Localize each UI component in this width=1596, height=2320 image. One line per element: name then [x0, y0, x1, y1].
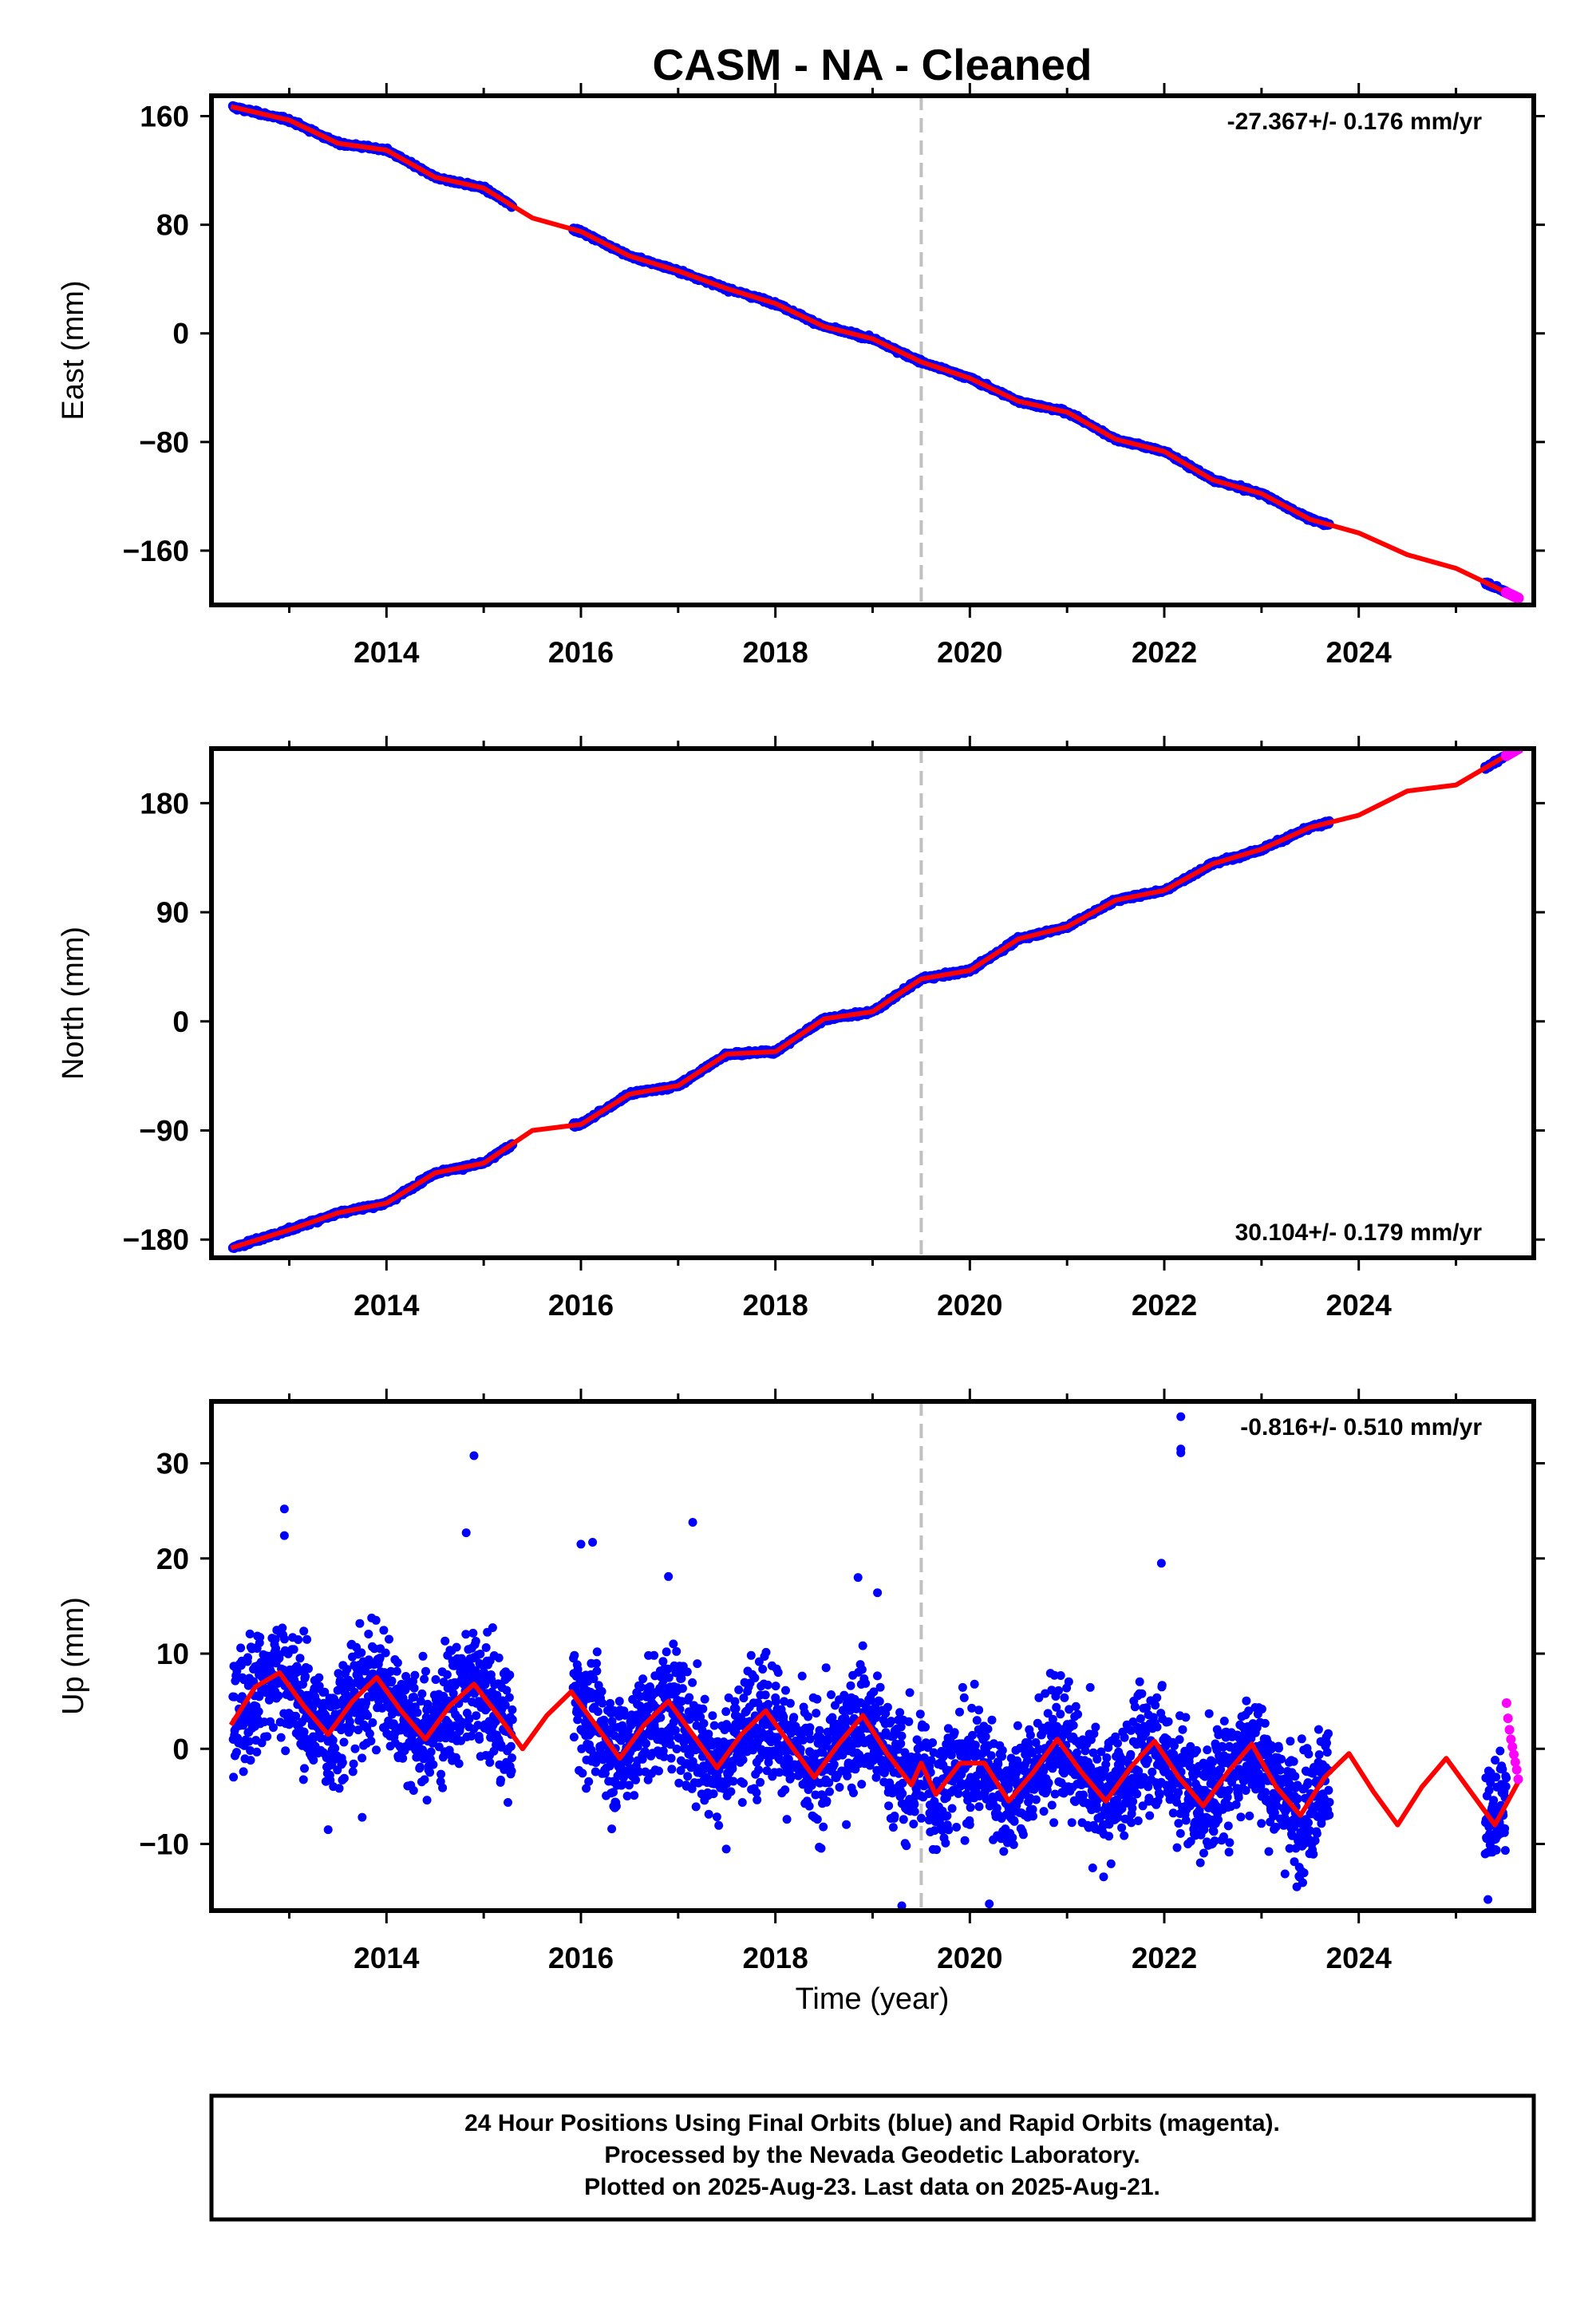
east-y-axis-label: East (mm): [57, 280, 90, 420]
up-final-points: [228, 1413, 1511, 1911]
north-y-axis-label: North (mm): [57, 927, 90, 1080]
up-plot-area: [228, 1401, 1523, 1911]
north-panel: 180 90 0 −90 −180 2014 2016 2018 2020 2022 2024 Nor…: [57, 736, 1545, 1322]
north-x-tick-label: 2014: [354, 1289, 420, 1322]
east-x-tick-label: 2022: [1132, 636, 1197, 669]
east-y-tick-label: 160: [140, 101, 189, 133]
north-y-tick-label: −180: [123, 1223, 189, 1256]
east-x-tick-label: 2020: [937, 636, 1002, 669]
east-panel: 160 80 0 −80 −160 2014 2016 2018 2020 2022 2024 Eas…: [57, 83, 1545, 669]
east-rapid-point: [1513, 592, 1524, 603]
east-x-tick-label: 2014: [354, 636, 420, 669]
chart-title: CASM - NA - Cleaned: [652, 40, 1092, 89]
north-x-tick-label: 2018: [743, 1289, 808, 1322]
north-x-tick-label: 2024: [1326, 1289, 1393, 1322]
east-x-tick-label: 2024: [1326, 636, 1393, 669]
east-y-tick-label: 80: [156, 209, 189, 242]
north-y-tick-label: −90: [139, 1115, 189, 1148]
north-x-tick-label: 2020: [937, 1289, 1002, 1322]
up-final-point: [229, 1773, 238, 1781]
north-y-tick-label: 0: [172, 1006, 189, 1038]
north-y-tick-label: 180: [140, 787, 189, 820]
north-plot-area: [228, 743, 1524, 1258]
east-plot-area: [228, 96, 1524, 605]
north-rapid-points: [1501, 743, 1524, 761]
north-frame: [211, 749, 1534, 1258]
east-y-tick-label: −80: [139, 426, 189, 459]
north-rate-label: 30.104+/- 0.179 mm/yr: [1235, 1219, 1483, 1246]
east-rate-label: -27.367+/- 0.176 mm/yr: [1227, 109, 1483, 135]
east-model-curve: [231, 107, 1518, 599]
up-final-point: [232, 1748, 241, 1757]
east-x-tick-label: 2016: [548, 636, 614, 669]
north-x-tick-label: 2022: [1132, 1289, 1197, 1322]
north-x-tick-label: 2016: [548, 1289, 614, 1322]
east-y-tick-label: 0: [172, 318, 189, 350]
east-x-tick-label: 2018: [743, 636, 808, 669]
east-rapid-points: [1501, 587, 1524, 603]
north-y-tick-label: 90: [156, 896, 189, 929]
east-y-tick-label: −160: [123, 535, 189, 567]
